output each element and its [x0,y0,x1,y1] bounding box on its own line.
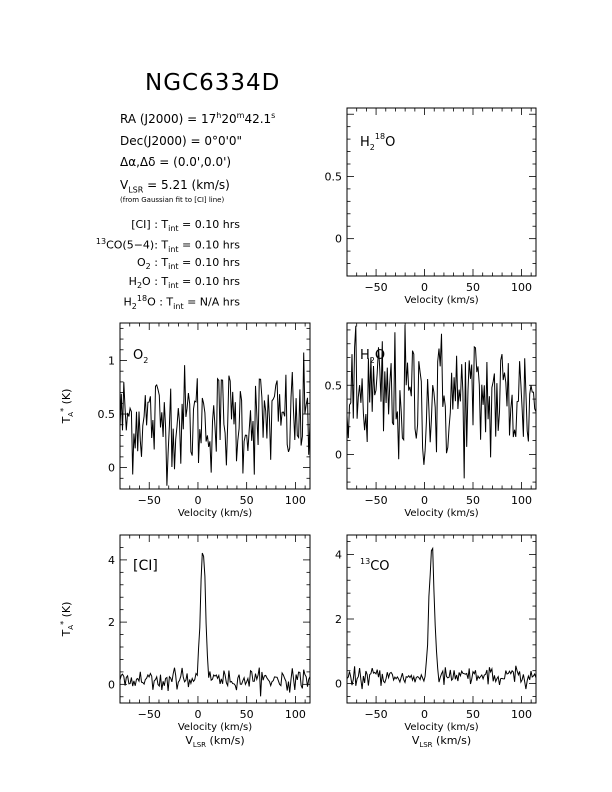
chart-frame [346,107,537,277]
species-label: H218O [360,132,395,152]
x-tick-label: 0 [421,281,428,294]
x-tick-label: 100 [285,494,306,507]
x-tick-label: −50 [364,281,387,294]
x-axis-label: Velocity (km/s) [404,722,478,733]
integration-time-line: 13CO(5−4): Tint = 0.10 hrs [95,237,240,254]
x-tick-label: −50 [138,494,161,507]
y-tick-label: 0.5 [325,379,343,392]
y-tick-label: 0 [335,678,342,691]
y-axis-label: TA* (K) [59,602,75,638]
offset-text: Δα,Δδ = (0.0',0.0') [120,155,232,169]
species-label: O2 [133,348,148,365]
x-tick-label: 100 [511,494,532,507]
page-title: NGC6334D [145,70,281,96]
x-axis-label: Velocity (km/s) [404,508,478,519]
species-label: H2O [360,348,385,365]
integration-time-line: H2O : Tint = 0.10 hrs [128,275,240,291]
spectrum-line [119,552,311,697]
x-tick-label: −50 [364,708,387,721]
y-tick-label: 0.5 [98,408,116,421]
y-tick-label: 2 [335,613,342,626]
y-tick-label: 2 [108,616,115,629]
y-tick-label: 4 [335,548,342,561]
y-tick-label: 4 [108,554,115,567]
x-tick-label: 0 [194,494,201,507]
spectrum-line [346,324,537,479]
x-tick-label: 100 [285,708,306,721]
x-axis-label: Velocity (km/s) [404,295,478,306]
x-axis-label: Velocity (km/s) [178,508,252,519]
y-tick-label: 1 [108,354,115,367]
x-axis-label-vlsr: VLSR (km/s) [185,734,244,749]
spectrum-line [119,352,311,486]
x-tick-label: 50 [240,494,254,507]
x-tick-label: 50 [466,281,480,294]
x-tick-label: 0 [194,708,201,721]
y-tick-label: 0.5 [325,170,343,183]
x-tick-label: −50 [364,494,387,507]
vlsr-note: (from Gaussian fit to [CI] line) [120,196,225,204]
y-axis-label: TA* (K) [59,389,75,425]
y-tick-label: 0 [335,233,342,246]
ra-text: RA (J2000) = 17h20m42.1s [120,111,276,126]
species-label: 13CO [360,557,390,574]
integration-time-line: O2 : Tint = 0.10 hrs [136,256,240,272]
y-tick-label: 0 [108,678,115,691]
species-label: [CI] [133,558,158,574]
x-tick-label: −50 [138,708,161,721]
vlsr-text: VLSR = 5.21 (km/s) [120,178,230,195]
x-tick-label: 50 [240,708,254,721]
dec-text: Dec(J2000) = 0°0'0" [120,134,243,148]
chart-frame [346,322,537,490]
spectrum-line [346,546,537,690]
x-tick-label: 100 [511,708,532,721]
y-tick-label: 0 [108,462,115,475]
x-tick-label: 50 [466,494,480,507]
x-tick-label: 0 [421,708,428,721]
x-tick-label: 100 [511,281,532,294]
x-axis-label-vlsr: VLSR (km/s) [412,734,471,749]
chart-frame [119,322,311,490]
x-tick-label: 0 [421,494,428,507]
x-tick-label: 50 [466,708,480,721]
y-tick-label: 0 [335,448,342,461]
integration-time-line: [CI] : Tint = 0.10 hrs [131,218,240,234]
chart-frame [119,534,311,704]
x-axis-label: Velocity (km/s) [178,722,252,733]
integration-time-line: H218O : Tint = N/A hrs [123,294,240,311]
